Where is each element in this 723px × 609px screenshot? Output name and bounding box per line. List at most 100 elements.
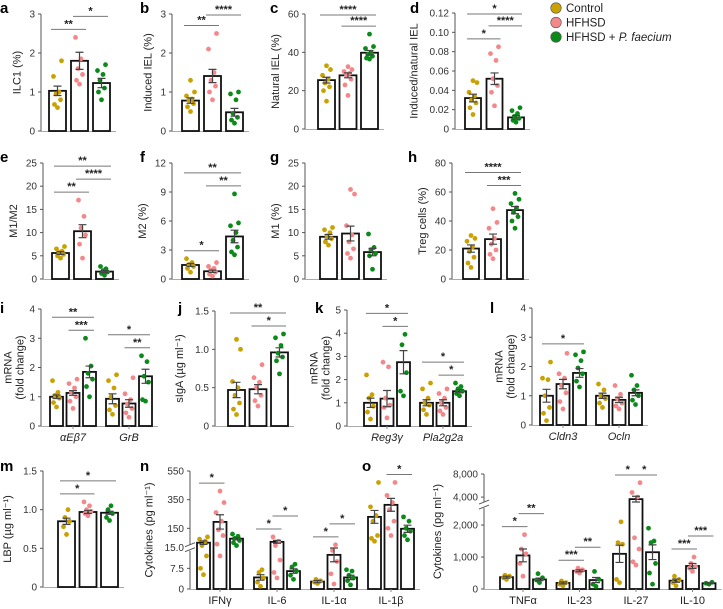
data-point <box>615 540 621 546</box>
data-point <box>232 252 237 258</box>
data-point <box>261 575 266 581</box>
data-point <box>188 269 193 275</box>
data-point <box>110 511 115 516</box>
y-tick-label: 40 <box>435 217 447 228</box>
data-point <box>273 543 278 548</box>
data-point <box>288 572 293 578</box>
data-point <box>236 89 241 95</box>
data-point <box>375 533 380 538</box>
data-point <box>381 405 387 410</box>
error-bar <box>502 575 511 579</box>
y-tick-label: 5 <box>335 306 341 317</box>
data-point <box>405 537 410 543</box>
error-bar <box>289 568 298 574</box>
data-point <box>581 349 586 355</box>
y-axis-label: Cytokines (pg ml⁻¹) <box>144 482 156 577</box>
data-point <box>323 239 328 245</box>
data-point <box>80 72 85 77</box>
data-point <box>618 519 624 525</box>
data-point <box>55 389 61 395</box>
significance-label: ** <box>254 302 263 314</box>
y-tick-label: 0.5 <box>195 383 209 394</box>
data-point <box>399 342 405 348</box>
data-point <box>197 536 202 542</box>
data-point <box>470 112 476 117</box>
significance-label: * <box>267 518 272 530</box>
y-tick-label: 9 <box>160 188 166 199</box>
bar <box>555 383 571 426</box>
data-point <box>236 220 241 226</box>
data-point <box>345 64 351 70</box>
data-point <box>487 251 493 257</box>
error-bar <box>688 562 697 570</box>
data-point <box>472 236 478 241</box>
data-point <box>217 553 223 559</box>
data-point <box>342 82 348 88</box>
data-point <box>77 241 82 247</box>
data-point <box>490 256 496 262</box>
panel-letter: a <box>0 0 9 17</box>
data-point <box>406 518 412 524</box>
data-point <box>144 359 150 365</box>
bar <box>203 75 222 132</box>
data-point <box>230 379 235 384</box>
data-point <box>229 249 234 255</box>
data-point <box>326 242 331 248</box>
error-bar <box>399 350 408 375</box>
error-bar <box>199 540 208 546</box>
data-point <box>213 83 218 89</box>
data-point <box>401 393 406 399</box>
data-point <box>73 35 78 40</box>
y-axis-label: mRNA <box>2 351 14 384</box>
data-point <box>544 418 549 424</box>
data-point <box>214 31 219 36</box>
error-bar <box>275 347 284 358</box>
y-tick-label: 1.0 <box>23 505 37 516</box>
data-point <box>234 412 239 417</box>
data-point <box>384 415 390 421</box>
data-point <box>691 554 697 560</box>
panel-o: o 0 1,000 2,000 4,000 8,000 Cytokines (pg ml⁻¹… <box>362 458 722 607</box>
y-axis-label: Treg cells (%) <box>417 187 429 254</box>
y-axis-label: mRNA <box>308 351 320 384</box>
data-point <box>601 387 607 393</box>
data-point <box>563 390 569 396</box>
data-point <box>541 410 546 416</box>
data-point <box>84 384 89 389</box>
error-bar <box>383 389 391 408</box>
panel-letter: h <box>408 149 417 166</box>
bar <box>70 59 89 132</box>
data-point <box>545 377 551 383</box>
data-point <box>184 93 189 99</box>
y-tick-label: 0.06 <box>430 67 450 78</box>
y-tick-label: 5 <box>31 251 37 262</box>
significance-label: * <box>86 470 91 482</box>
y-axis-label: sIgA (µg ml⁻¹) <box>174 334 186 402</box>
bar <box>73 230 92 280</box>
data-point <box>372 538 377 544</box>
significance-label: * <box>340 513 345 525</box>
error-bar <box>631 389 640 397</box>
significance-label: * <box>441 351 446 363</box>
y-axis-label: M2 (%) <box>137 203 149 238</box>
error-bar <box>232 536 241 541</box>
data-point <box>251 375 257 381</box>
error-bar <box>254 384 262 395</box>
panel-letter: i <box>0 300 4 317</box>
y-tick-label: 3 <box>29 334 35 345</box>
bar <box>628 391 643 426</box>
error-bar <box>575 367 584 378</box>
y-tick-label: 15.0 <box>165 543 185 554</box>
data-point <box>229 117 234 123</box>
legend-label: Control <box>566 3 603 15</box>
error-bar <box>490 72 499 86</box>
error-bar <box>344 72 352 79</box>
legend-label-italic: P. faecium <box>619 32 672 44</box>
legend-swatch <box>550 2 562 14</box>
data-point <box>370 266 375 272</box>
legend-label: HFHSD <box>566 18 606 30</box>
data-point <box>54 246 59 252</box>
data-point <box>320 72 325 78</box>
y-tick-label: 40 <box>288 48 300 59</box>
